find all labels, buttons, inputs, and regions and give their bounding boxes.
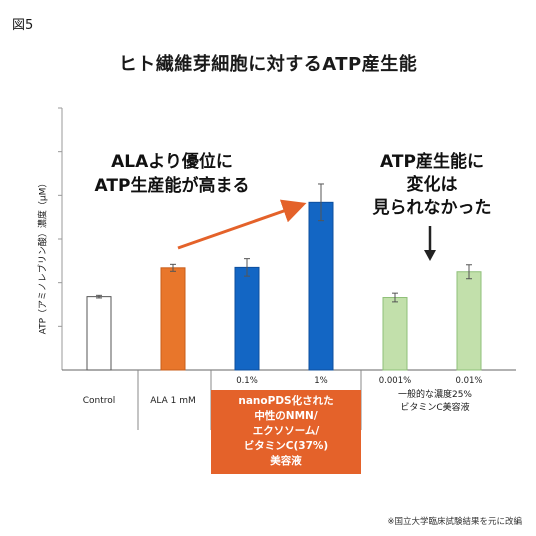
category-label: Control [83, 396, 116, 406]
vitamin-c-group-label: 一般的な濃度25% ビタミンC美容液 [370, 389, 500, 415]
category-label: ALA 1 mM [150, 396, 196, 406]
annotation-right-line-1: ATP産生能に [380, 151, 484, 172]
vitamin-c-label-line: 一般的な濃度25% [397, 390, 472, 400]
vitamin-c-label-line: ビタミンC美容液 [400, 403, 470, 413]
annotation-left-line-2: ATP生産能が高まる [95, 175, 250, 196]
nanopds-label-line: ビタミンC(37%) [243, 440, 329, 452]
bar-0.01% [456, 271, 482, 371]
bar-ALA 1 mM [160, 267, 186, 371]
nanopds-label-line: 中性のNMN/ [254, 410, 318, 422]
annotation-right-line-2: 変化は [407, 174, 458, 195]
annotation-left-line-1: ALAより優位に [111, 151, 233, 172]
nanopds-label-line: エクソソーム/ [252, 425, 320, 437]
nanopds-label-line: 美容液 [270, 455, 302, 467]
bars [86, 183, 482, 371]
bar-0.1% [234, 266, 260, 371]
annotation-right-line-3: 見られなかった [372, 198, 492, 218]
nanopds-label-line: nanoPDS化された [238, 395, 334, 407]
footnote: ※国立大学臨床試験結果を元に改編 [387, 517, 522, 527]
category-label: 0.001% [379, 376, 411, 386]
trend-arrow [177, 199, 307, 250]
annotations: ALAより優位に ATP生産能が高まる ATP産生能に 変化は 見られなかった [95, 151, 492, 261]
bar-Control [86, 296, 112, 371]
chart-title: ヒト繊維芽細胞に対するATP産生能 [118, 54, 418, 75]
category-label: 0.1% [236, 376, 258, 386]
bar-1% [308, 201, 334, 371]
down-arrow-head [424, 250, 436, 261]
category-label: 0.01% [455, 376, 482, 386]
bar-0.001% [382, 297, 408, 371]
figure-label: 図5 [12, 18, 34, 33]
category-labels: Control ALA 1 mM 0.1% 1% 0.001% 0.01% [83, 376, 483, 406]
category-label: 1% [314, 376, 328, 386]
nanopds-group-label: nanoPDS化された 中性のNMN/ エクソソーム/ ビタミンC(37%) 美… [211, 390, 361, 474]
